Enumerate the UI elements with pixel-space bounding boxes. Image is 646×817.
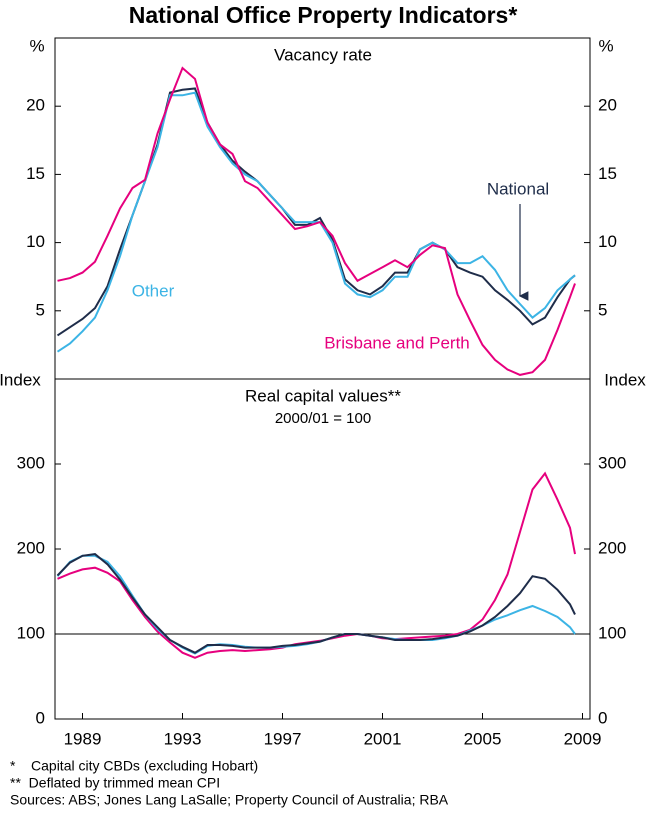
x-tick-label: 2001 <box>364 729 402 748</box>
y-tick-label: 200 <box>17 538 45 557</box>
y-unit-left: % <box>29 36 44 55</box>
series-line <box>56 553 576 654</box>
y-tick-label-right: 5 <box>598 300 607 319</box>
y-tick-label-right: 100 <box>598 623 626 642</box>
y-tick-label: 0 <box>36 708 45 727</box>
series-line <box>56 91 576 353</box>
x-tick-label: 1989 <box>64 729 102 748</box>
x-tick-label: 2009 <box>564 729 602 748</box>
panel-title: Vacancy rate <box>274 45 372 64</box>
chart-title: National Office Property Indicators* <box>129 2 518 28</box>
series-label: Brisbane and Perth <box>324 333 470 352</box>
y-unit-left: Index <box>0 370 41 389</box>
y-tick-label: 5 <box>36 300 45 319</box>
panel-title: Real capital values** <box>245 386 401 405</box>
y-tick-label: 15 <box>26 164 45 183</box>
footnote: Sources: ABS; Jones Lang LaSalle; Proper… <box>10 792 449 808</box>
y-tick-label: 10 <box>26 232 45 251</box>
y-tick-label-right: 20 <box>598 96 617 115</box>
y-tick-label: 100 <box>17 623 45 642</box>
y-tick-label-right: 300 <box>598 453 626 472</box>
series-label: National <box>487 179 549 198</box>
x-tick-label: 2005 <box>464 729 502 748</box>
y-unit-right: % <box>598 36 613 55</box>
footnote: * Capital city CBDs (excluding Hobart) <box>10 758 258 774</box>
footnote: ** Deflated by trimmed mean CPI <box>10 775 220 791</box>
y-unit-right: Index <box>604 370 646 389</box>
series-label: Other <box>132 281 175 300</box>
y-tick-label-right: 10 <box>598 232 617 251</box>
x-tick-label: 1997 <box>264 729 302 748</box>
y-tick-label: 20 <box>26 96 45 115</box>
panel-subtitle: 2000/01 = 100 <box>275 410 371 427</box>
y-tick-label-right: 0 <box>598 708 607 727</box>
x-tick-label: 1993 <box>164 729 202 748</box>
series-line <box>57 66 576 376</box>
y-tick-label-right: 15 <box>598 164 617 183</box>
y-tick-label: 300 <box>17 453 45 472</box>
y-tick-label-right: 200 <box>598 538 626 557</box>
series-line <box>57 471 576 659</box>
